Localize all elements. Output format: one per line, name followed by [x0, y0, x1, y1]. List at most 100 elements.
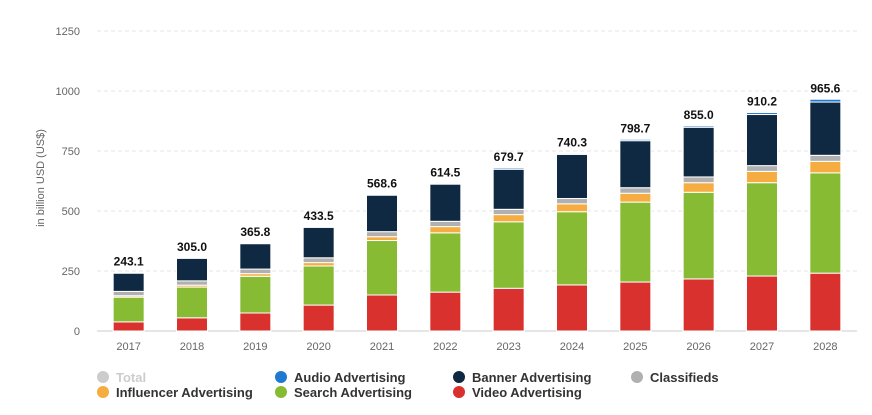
bar-segment[interactable]: [619, 138, 652, 142]
legend-item[interactable]: Video Advertising: [453, 384, 582, 400]
bar-segment[interactable]: [682, 182, 715, 193]
bar-segment[interactable]: [429, 232, 462, 293]
total-data-label: 740.3: [557, 135, 587, 149]
legend-marker: [453, 386, 465, 398]
bar-segment[interactable]: [746, 182, 778, 277]
legend-label: Video Advertising: [472, 384, 582, 400]
x-tick-label: 2026: [686, 341, 710, 353]
x-tick-label: 2021: [370, 341, 394, 353]
legend-item[interactable]: Total: [97, 369, 146, 385]
y-axis-label: in billion USD (US$): [35, 129, 47, 227]
bar-segment[interactable]: [112, 290, 145, 297]
bar-segment[interactable]: [492, 214, 525, 223]
x-axis-ticks: 2017 2018 2019 2020 2021 2022 2023 2024 2025 2026…: [116, 341, 837, 353]
bar-segment[interactable]: [556, 203, 588, 213]
bar-segment[interactable]: [302, 257, 335, 264]
bar-segment[interactable]: [556, 211, 588, 286]
bar-segment[interactable]: [746, 114, 778, 167]
bar-segment[interactable]: [302, 226, 335, 259]
bar-segment[interactable]: [809, 160, 842, 174]
bar-segment[interactable]: [112, 321, 145, 332]
bar-segment[interactable]: [492, 221, 525, 289]
bar-segment[interactable]: [746, 112, 778, 116]
bar-segment[interactable]: [492, 168, 525, 210]
bar-segment[interactable]: [239, 312, 272, 332]
x-tick-label: 2022: [433, 341, 457, 353]
bar-segment[interactable]: [429, 183, 462, 185]
bar-segment[interactable]: [809, 172, 842, 274]
total-data-label: 433.5: [304, 209, 334, 223]
bar-segment[interactable]: [176, 286, 208, 319]
total-data-label: 679.7: [494, 150, 524, 164]
bar-segment[interactable]: [556, 153, 588, 200]
bar-segment[interactable]: [112, 272, 145, 292]
bar-segment[interactable]: [429, 220, 462, 228]
bar-segment[interactable]: [746, 170, 778, 184]
bar-segment[interactable]: [366, 240, 398, 296]
bar-segment[interactable]: [556, 198, 588, 205]
bar-segment[interactable]: [682, 125, 715, 128]
y-tick-label: 750: [62, 146, 80, 158]
bar-segment[interactable]: [366, 236, 398, 242]
y-tick-label: 0: [74, 326, 80, 338]
total-data-label: 243.1: [114, 255, 144, 269]
legend-item[interactable]: Search Advertising: [275, 384, 412, 400]
legend-item[interactable]: Banner Advertising: [453, 369, 591, 385]
bar-segment[interactable]: [556, 152, 588, 155]
x-tick-label: 2019: [243, 341, 267, 353]
bar-segment[interactable]: [682, 126, 715, 178]
bar-segment[interactable]: [746, 275, 778, 332]
bar-segment[interactable]: [302, 262, 335, 267]
bar-segment[interactable]: [429, 183, 462, 222]
bar-segment[interactable]: [239, 268, 272, 275]
bar-segment[interactable]: [176, 257, 208, 282]
legend-label: Search Advertising: [294, 384, 413, 400]
bar-segment[interactable]: [809, 98, 842, 103]
bar-segment[interactable]: [366, 194, 398, 233]
bar-segment[interactable]: [176, 280, 208, 286]
bar-segment[interactable]: [176, 317, 208, 332]
bar-segment[interactable]: [619, 281, 652, 332]
bar-segment[interactable]: [429, 226, 462, 234]
bar-segment[interactable]: [619, 201, 652, 283]
legend-marker: [631, 371, 643, 383]
legend-label: Banner Advertising: [472, 369, 592, 385]
bar-segment[interactable]: [492, 208, 525, 216]
bar-segment[interactable]: [239, 275, 272, 314]
total-data-label: 614.5: [430, 166, 460, 180]
legend-marker: [275, 386, 287, 398]
bar-segment[interactable]: [492, 167, 525, 170]
bar-segment[interactable]: [619, 140, 652, 189]
bar-segment[interactable]: [746, 165, 778, 172]
bar-segment[interactable]: [302, 265, 335, 306]
legend-item[interactable]: Influencer Advertising: [97, 384, 253, 400]
bar-segment[interactable]: [112, 272, 145, 274]
bar-segment[interactable]: [492, 287, 525, 332]
legend-item[interactable]: Classifieds: [631, 369, 719, 385]
bar-segment[interactable]: [809, 101, 842, 156]
total-data-label: 365.8: [240, 225, 270, 239]
bar-segment[interactable]: [682, 176, 715, 184]
legend-label: Influencer Advertising: [116, 384, 253, 400]
bar-segment[interactable]: [366, 231, 398, 238]
bar-segment[interactable]: [556, 284, 588, 332]
bar-segment[interactable]: [112, 296, 145, 323]
bar-segment[interactable]: [429, 291, 462, 332]
bar-segment[interactable]: [682, 278, 715, 332]
bar-segment[interactable]: [619, 187, 652, 194]
grid-lines: [97, 30, 857, 332]
y-tick-label: 500: [62, 206, 80, 218]
y-axis-ticks: 0 250 500 750 1000 1250: [56, 26, 80, 338]
bar-segment[interactable]: [809, 272, 842, 332]
bar-segment[interactable]: [682, 191, 715, 280]
bar-segment[interactable]: [302, 304, 335, 332]
x-tick-label: 2018: [180, 341, 204, 353]
bar-segment[interactable]: [619, 192, 652, 203]
bar-segment[interactable]: [366, 294, 398, 332]
bar-segment[interactable]: [809, 154, 842, 162]
legend-item[interactable]: Audio Advertising: [275, 369, 405, 385]
bar-segment[interactable]: [239, 243, 272, 270]
legend-marker: [275, 371, 287, 383]
legend-marker: [97, 371, 109, 383]
bar-segment[interactable]: [366, 194, 398, 196]
